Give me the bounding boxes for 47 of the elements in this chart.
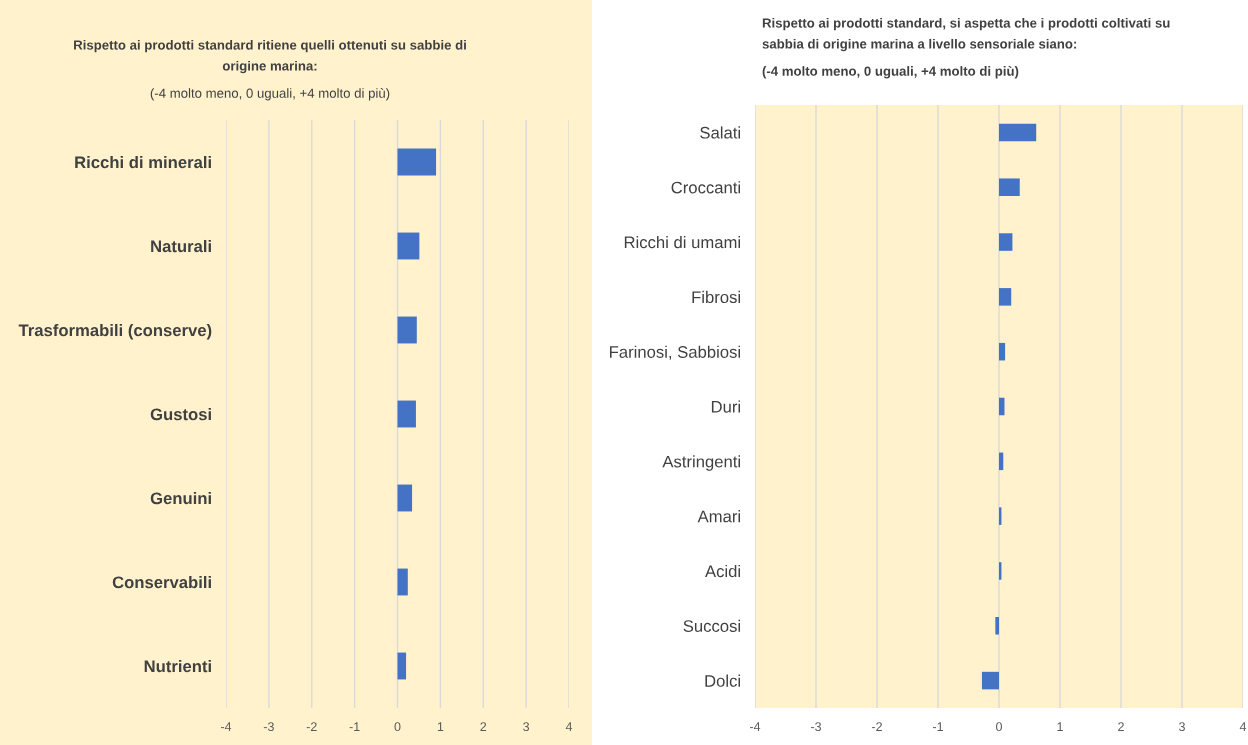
bar (397, 148, 437, 176)
chart-title: Rispetto ai prodotti standard, si aspetta che i prodotti coltivati su sabbia di origine marina a livello sensoriale siano: (762, 18, 1170, 52)
bar (397, 484, 413, 512)
y-tick-label: Fibrosi (692, 290, 740, 304)
x-tick-label: -2 (306, 722, 317, 731)
y-tick-label: Conservabili (112, 575, 211, 589)
y-tick-label: Acidi (705, 564, 740, 578)
x-tick-label: -3 (263, 722, 274, 732)
y-tick-label: Croccanti (671, 181, 740, 194)
x-tick-label: -3 (811, 722, 822, 732)
chart-subtitle: (-4 molto meno, 0 uguali, +4 molto di più) (150, 88, 390, 101)
x-tick-label: 2 (480, 722, 487, 731)
y-tick-label: Ricchi di umami (624, 236, 740, 249)
y-tick-label: Genuini (150, 491, 211, 505)
x-tick-label: 1 (437, 722, 444, 731)
y-tick-label: Nutrienti (144, 659, 211, 673)
bar (397, 568, 408, 596)
x-tick-label: 4 (1239, 722, 1247, 731)
y-tick-label: Dolci (705, 674, 740, 687)
y-tick-label: Amari (697, 510, 740, 523)
y-tick-label: Naturali (151, 239, 211, 253)
y-tick-label: Succosi (683, 619, 740, 632)
x-tick-label: 0 (394, 722, 401, 732)
y-tick-label: Astringenti (662, 455, 740, 471)
y-tick-label: Trasformabili (conserve) (18, 323, 212, 340)
x-tick-label: 4 (565, 722, 573, 731)
y-tick-label: Salati (700, 126, 740, 139)
x-tick-label: -1 (349, 722, 360, 731)
y-tick-label: Farinosi, Sabbiosi (610, 345, 740, 360)
bar (397, 316, 417, 344)
x-tick-label: -1 (933, 722, 943, 731)
x-tick-label: 3 (523, 722, 530, 732)
bar (397, 652, 407, 680)
y-tick-label: Duri (711, 400, 740, 413)
bar (397, 232, 420, 260)
x-tick-label: 1 (1057, 722, 1063, 731)
x-tick-label: -4 (221, 722, 232, 731)
y-tick-label: Gustosi (150, 407, 211, 421)
x-tick-label: -4 (750, 722, 761, 731)
x-tick-label: -2 (872, 722, 882, 731)
x-tick-label: 3 (1179, 722, 1185, 732)
chart-title: Rispetto ai prodotti standard ritiene quelli ottenuti su sabbie di origine marina: (74, 40, 466, 74)
y-tick-label: Ricchi di minerali (75, 155, 211, 169)
bar (397, 400, 416, 428)
chart-subtitle: (-4 molto meno, 0 uguali, +4 molto di più) (762, 66, 1019, 79)
x-tick-label: 0 (996, 722, 1002, 732)
x-tick-label: 2 (1118, 722, 1124, 731)
